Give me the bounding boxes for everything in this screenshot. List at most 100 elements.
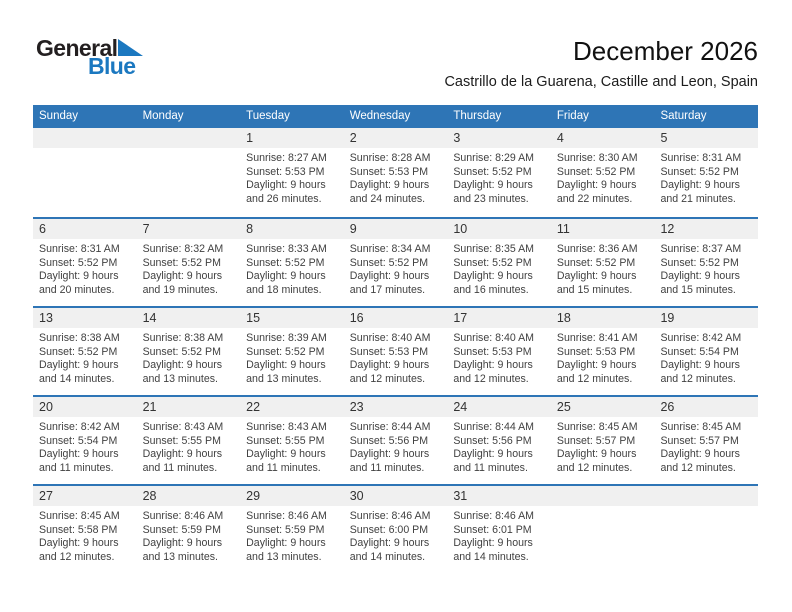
sunset-text: Sunset: 5:57 PM (556, 434, 636, 447)
day-cell-14: 14 Sunrise: 8:38 AM Sunset: 5:52 PM Dayligh… (137, 308, 241, 395)
day-info: Sunrise: 8:30 AM Sunset: 5:52 PM Daylight:… (551, 148, 655, 206)
daylight-text: Daylight: 9 hours and 13 minutes. (142, 359, 223, 385)
weekday-saturday: Saturday (660, 110, 707, 122)
weekday-wednesday: Wednesday (349, 110, 411, 122)
day-cell-8: 8 Sunrise: 8:33 AM Sunset: 5:52 PM Daylight… (240, 219, 344, 306)
day-info: Sunrise: 8:34 AM Sunset: 5:52 PM Daylight:… (344, 239, 448, 297)
day-cell-13: 13 Sunrise: 8:38 AM Sunset: 5:52 PM Dayligh… (33, 308, 137, 395)
day-number: 4 (556, 131, 564, 145)
day-number: 15 (246, 311, 261, 325)
day-cell-21: 21 Sunrise: 8:43 AM Sunset: 5:55 PM Dayligh… (137, 397, 241, 484)
daylight-text: Daylight: 9 hours and 14 minutes. (39, 359, 119, 385)
daylight-text: Daylight: 9 hours and 12 minutes. (556, 448, 637, 474)
day-cell-31: 31 Sunrise: 8:46 AM Sunset: 6:01 PM Dayligh… (447, 486, 551, 573)
weekday-monday: Monday (142, 110, 184, 122)
day-cell-5: 5 Sunrise: 8:31 AM Sunset: 5:52 PM Daylight… (654, 128, 758, 217)
day-info: Sunrise: 8:33 AM Sunset: 5:52 PM Daylight:… (240, 239, 344, 297)
day-cell-22: 22 Sunrise: 8:43 AM Sunset: 5:55 PM Dayligh… (240, 397, 344, 484)
sunrise-text: Sunrise: 8:44 AM (453, 421, 534, 433)
sunrise-text: Sunrise: 8:39 AM (246, 332, 327, 344)
day-number: 24 (453, 400, 468, 414)
day-number-band (33, 128, 758, 148)
daylight-text: Daylight: 9 hours and 17 minutes. (349, 270, 430, 296)
day-info: Sunrise: 8:43 AM Sunset: 5:55 PM Daylight:… (137, 417, 241, 475)
daylight-text: Daylight: 9 hours and 12 minutes. (660, 448, 740, 474)
day-number: 2 (349, 131, 357, 145)
day-cell-29: 29 Sunrise: 8:46 AM Sunset: 5:59 PM Dayligh… (240, 486, 344, 573)
day-number: 28 (142, 489, 157, 503)
day-cell-4: 4 Sunrise: 8:30 AM Sunset: 5:52 PM Daylight… (551, 128, 655, 217)
sunrise-text: Sunrise: 8:35 AM (453, 243, 534, 255)
day-number: 10 (453, 222, 468, 236)
day-number: 18 (556, 311, 571, 325)
sunrise-text: Sunrise: 8:28 AM (349, 152, 431, 164)
sunset-text: Sunset: 5:53 PM (453, 345, 532, 358)
sunrise-text: Sunrise: 8:46 AM (349, 510, 431, 522)
sunrise-text: Sunrise: 8:38 AM (39, 332, 120, 344)
sunset-text: Sunset: 6:00 PM (349, 523, 429, 536)
day-number: 5 (660, 131, 668, 145)
day-cell-9: 9 Sunrise: 8:34 AM Sunset: 5:52 PM Daylight… (344, 219, 448, 306)
daylight-text: Daylight: 9 hours and 14 minutes. (453, 537, 533, 563)
sunset-text: Sunset: 5:55 PM (246, 434, 325, 447)
sunrise-text: Sunrise: 8:34 AM (349, 243, 431, 255)
sunset-text: Sunset: 5:52 PM (453, 256, 532, 269)
sunset-text: Sunset: 5:59 PM (246, 523, 325, 536)
daylight-text: Daylight: 9 hours and 11 minutes. (453, 448, 533, 474)
sunset-text: Sunset: 5:52 PM (349, 256, 429, 269)
day-number: 13 (39, 311, 53, 325)
daylight-text: Daylight: 9 hours and 11 minutes. (349, 448, 430, 474)
week-row: 6 Sunrise: 8:31 AM Sunset: 5:52 PM Daylight… (33, 217, 758, 306)
sunset-text: Sunset: 5:57 PM (660, 434, 739, 447)
day-info: Sunrise: 8:43 AM Sunset: 5:55 PM Daylight:… (240, 417, 344, 475)
day-cell-12: 12 Sunrise: 8:37 AM Sunset: 5:52 PM Dayligh… (654, 219, 758, 306)
sunset-text: Sunset: 5:52 PM (556, 256, 636, 269)
day-info: Sunrise: 8:28 AM Sunset: 5:53 PM Daylight:… (344, 148, 448, 206)
day-info: Sunrise: 8:27 AM Sunset: 5:53 PM Daylight:… (240, 148, 344, 206)
day-cell-7: 7 Sunrise: 8:32 AM Sunset: 5:52 PM Daylight… (137, 219, 241, 306)
daylight-text: Daylight: 9 hours and 19 minutes. (142, 270, 223, 296)
sunrise-text: Sunrise: 8:30 AM (556, 152, 638, 164)
sunrise-text: Sunrise: 8:27 AM (246, 152, 327, 164)
daylight-text: Daylight: 9 hours and 23 minutes. (453, 179, 533, 205)
day-info: Sunrise: 8:38 AM Sunset: 5:52 PM Daylight:… (137, 328, 241, 386)
day-cell-19: 19 Sunrise: 8:42 AM Sunset: 5:54 PM Dayligh… (654, 308, 758, 395)
page-title: December 2026 (573, 36, 758, 66)
day-info: Sunrise: 8:36 AM Sunset: 5:52 PM Daylight:… (551, 239, 655, 297)
day-number: 27 (39, 489, 53, 503)
logo-word-blue: Blue (88, 53, 136, 79)
day-number: 31 (453, 489, 468, 503)
week-cells: 1 Sunrise: 8:27 AM Sunset: 5:53 PM Daylight… (33, 128, 758, 217)
sunrise-text: Sunrise: 8:42 AM (39, 421, 120, 433)
day-cell-24: 24 Sunrise: 8:44 AM Sunset: 5:56 PM Dayligh… (447, 397, 551, 484)
daylight-text: Daylight: 9 hours and 12 minutes. (453, 359, 533, 385)
sunset-text: Sunset: 5:55 PM (142, 434, 221, 447)
day-info: Sunrise: 8:38 AM Sunset: 5:52 PM Daylight:… (33, 328, 137, 386)
day-number-band (33, 308, 758, 328)
week-cells: 13 Sunrise: 8:38 AM Sunset: 5:52 PM Dayligh… (33, 308, 758, 395)
sunrise-text: Sunrise: 8:44 AM (349, 421, 431, 433)
day-info: Sunrise: 8:46 AM Sunset: 5:59 PM Daylight:… (137, 506, 241, 564)
weekday-sunday: Sunday (39, 110, 79, 122)
day-number: 3 (453, 131, 461, 145)
day-cell-1: 1 Sunrise: 8:27 AM Sunset: 5:53 PM Daylight… (240, 128, 344, 217)
day-cell-2: 2 Sunrise: 8:28 AM Sunset: 5:53 PM Daylight… (344, 128, 448, 217)
sunset-text: Sunset: 5:53 PM (246, 165, 325, 178)
sunset-text: Sunset: 5:52 PM (142, 256, 221, 269)
sunset-text: Sunset: 5:52 PM (660, 165, 739, 178)
sunset-text: Sunset: 5:52 PM (246, 345, 325, 358)
weekday-friday: Friday (556, 110, 589, 122)
day-info: Sunrise: 8:40 AM Sunset: 5:53 PM Daylight:… (447, 328, 551, 386)
sunset-text: Sunset: 5:52 PM (556, 165, 636, 178)
day-cell-3: 3 Sunrise: 8:29 AM Sunset: 5:52 PM Daylight… (447, 128, 551, 217)
logo-word-general: General (36, 35, 118, 61)
sunset-text: Sunset: 5:56 PM (349, 434, 429, 447)
daylight-text: Daylight: 9 hours and 13 minutes. (246, 537, 326, 563)
day-cell-25: 25 Sunrise: 8:45 AM Sunset: 5:57 PM Dayligh… (551, 397, 655, 484)
day-info: Sunrise: 8:45 AM Sunset: 5:57 PM Daylight:… (654, 417, 758, 475)
weekday-tuesday: Tuesday (246, 110, 290, 122)
day-number: 30 (349, 489, 364, 503)
day-number: 6 (39, 222, 46, 236)
daylight-text: Daylight: 9 hours and 12 minutes. (39, 537, 119, 563)
day-info: Sunrise: 8:31 AM Sunset: 5:52 PM Daylight:… (654, 148, 758, 206)
